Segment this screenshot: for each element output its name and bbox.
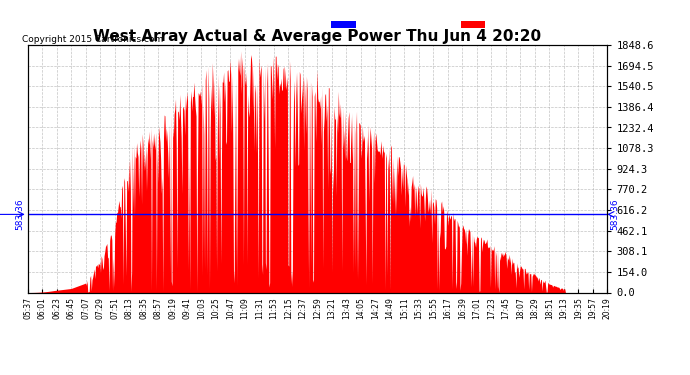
Text: 583.36: 583.36: [16, 199, 25, 230]
Text: 583.36: 583.36: [610, 199, 619, 230]
Legend: Average  (DC Watts), West Array  (DC Watts): Average (DC Watts), West Array (DC Watts…: [329, 18, 602, 32]
Text: Copyright 2015 Cartronics.com: Copyright 2015 Cartronics.com: [22, 35, 163, 44]
Title: West Array Actual & Average Power Thu Jun 4 20:20: West Array Actual & Average Power Thu Ju…: [93, 29, 542, 44]
